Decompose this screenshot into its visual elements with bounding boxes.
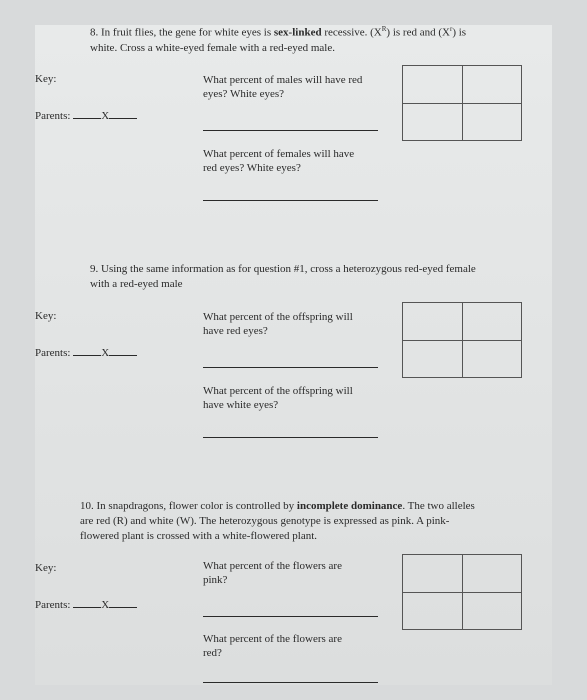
blank-line bbox=[73, 109, 101, 119]
q10-answer-line-2 bbox=[203, 682, 378, 683]
blank-line bbox=[109, 598, 137, 608]
q9-number: 9. bbox=[90, 263, 98, 275]
q9-punnett-square bbox=[402, 302, 522, 378]
q10-prompt2: What percent of the flowers are red? bbox=[203, 632, 363, 661]
q10-prompt1: What percent of the flowers are pink? bbox=[203, 559, 363, 588]
q10-x: X bbox=[101, 599, 109, 611]
q8-bold: sex-linked bbox=[274, 27, 322, 39]
blank-line bbox=[109, 109, 137, 119]
blank-line bbox=[109, 346, 137, 356]
q9-prompt2: What percent of the offspring will have … bbox=[203, 384, 363, 413]
q10-number: 10. bbox=[80, 500, 94, 512]
q9-prompt1: What percent of the offspring will have … bbox=[203, 310, 363, 339]
question-10-text: 10. In snapdragons, flower color is cont… bbox=[80, 499, 482, 544]
q10-parents-label: Parents: bbox=[35, 599, 70, 611]
q8-txt1: In fruit flies, the gene for white eyes … bbox=[101, 27, 274, 39]
question-10: 10. In snapdragons, flower color is cont… bbox=[35, 499, 552, 684]
blank-line bbox=[73, 598, 101, 608]
question-8-text: 8. In fruit flies, the gene for white ey… bbox=[90, 25, 482, 55]
q10-punnett-square bbox=[402, 554, 522, 630]
question-9-text: 9. Using the same information as for que… bbox=[90, 262, 482, 292]
question-8: 8. In fruit flies, the gene for white ey… bbox=[35, 25, 552, 210]
question-9: 9. Using the same information as for que… bbox=[35, 262, 552, 447]
q8-prompt1: What percent of males will have red eyes… bbox=[203, 73, 363, 102]
q8-answer-line-1 bbox=[203, 130, 378, 131]
q8-parents-label: Parents: bbox=[35, 110, 70, 122]
q8-number: 8. bbox=[90, 27, 98, 39]
q8-prompt2: What percent of females will have red ey… bbox=[203, 147, 363, 176]
q8-punnett-square bbox=[402, 65, 522, 141]
q9-txt: Using the same information as for questi… bbox=[90, 263, 476, 290]
q8-txt2: recessive. (X bbox=[322, 27, 382, 39]
q9-answer-line-1 bbox=[203, 367, 378, 368]
q9-parents-label: Parents: bbox=[35, 347, 70, 359]
q10-answer-line-1 bbox=[203, 616, 378, 617]
worksheet-page: 8. In fruit flies, the gene for white ey… bbox=[35, 25, 552, 685]
q9-answer-line-2 bbox=[203, 437, 378, 438]
q9-x: X bbox=[101, 347, 109, 359]
blank-line bbox=[73, 346, 101, 356]
q10-txt1: In snapdragons, flower color is controll… bbox=[97, 500, 297, 512]
q8-answer-line-2 bbox=[203, 200, 378, 201]
q8-x: X bbox=[101, 110, 109, 122]
q8-txt3: ) is red and (X bbox=[386, 27, 450, 39]
q10-bold: incomplete dominance bbox=[297, 500, 402, 512]
